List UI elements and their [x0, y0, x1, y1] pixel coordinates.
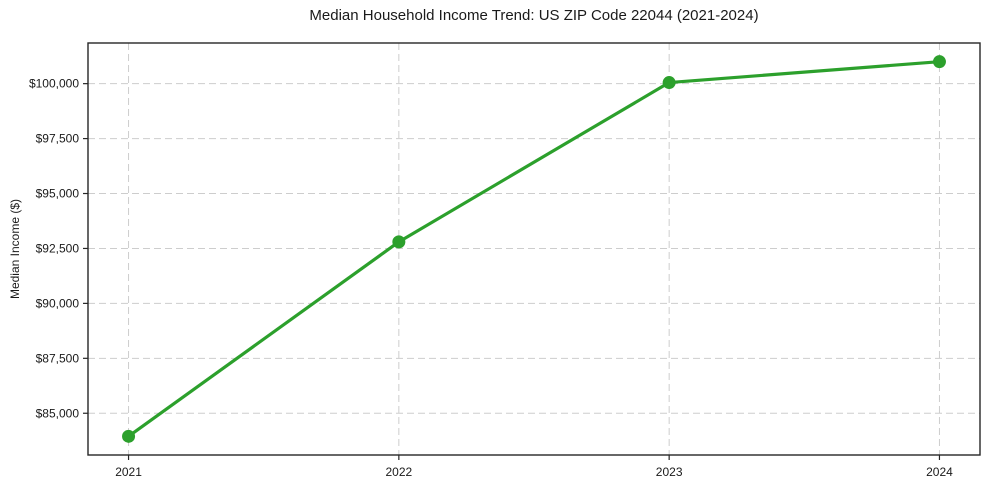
plot-border — [87, 42, 981, 456]
y-tick-label: $90,000 — [36, 296, 80, 310]
data-point-2021 — [122, 429, 136, 443]
chart-title: Median Household Income Trend: US ZIP Co… — [309, 7, 759, 24]
x-tick-label: 2023 — [656, 465, 683, 479]
y-tick-label: $87,500 — [36, 351, 80, 365]
y-tick-label: $97,500 — [36, 132, 80, 146]
x-tick-label: 2022 — [385, 465, 412, 479]
y-tick-label: $85,000 — [36, 406, 80, 420]
trend-line — [126, 60, 942, 438]
x-tick-label: 2021 — [115, 465, 142, 479]
x-tick-label: 2024 — [926, 465, 953, 479]
data-point-2024 — [932, 55, 946, 69]
y-tick-label: $95,000 — [36, 187, 80, 201]
data-point-2023 — [662, 76, 676, 90]
data-point-2022 — [392, 235, 406, 249]
y-tick-label: $100,000 — [29, 77, 79, 91]
y-tick-label: $92,500 — [36, 241, 80, 255]
